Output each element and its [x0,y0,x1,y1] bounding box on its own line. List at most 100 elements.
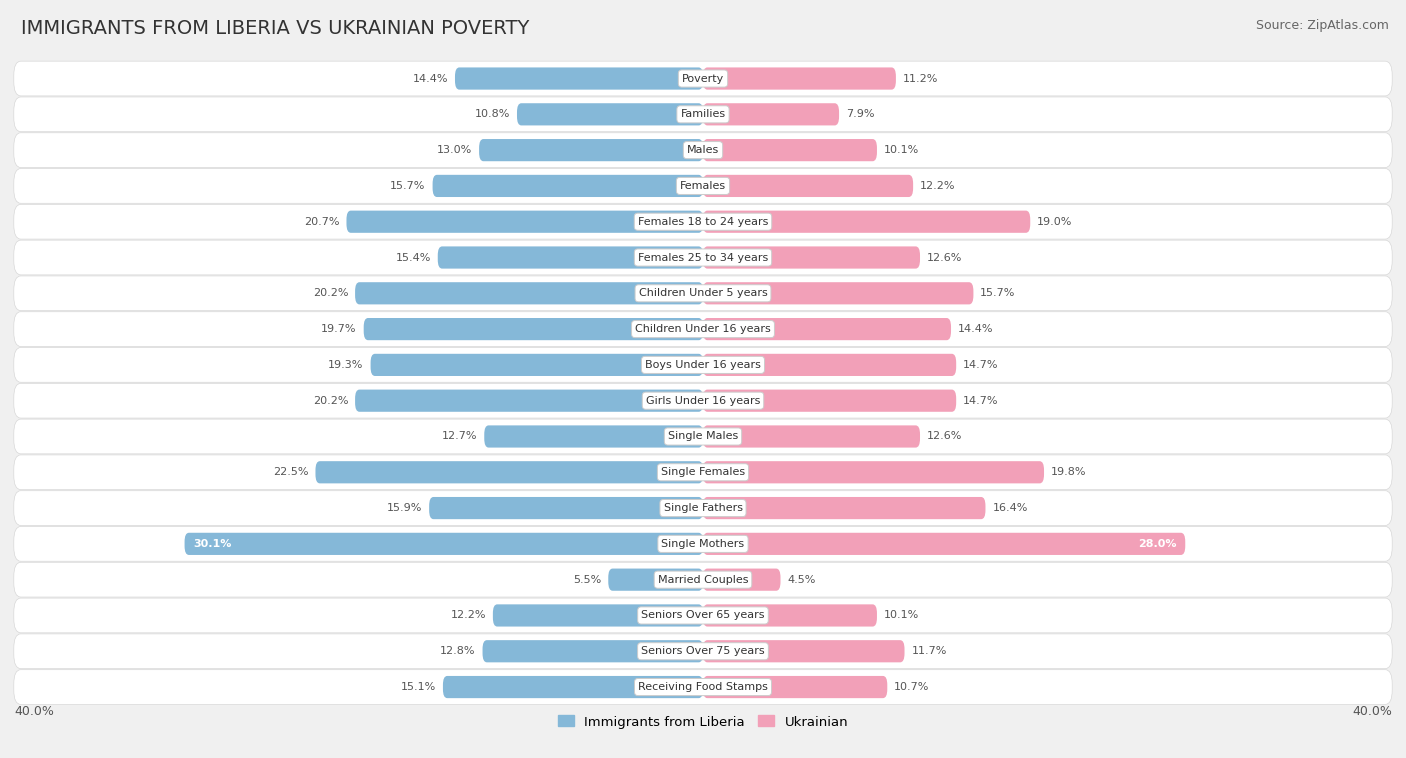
FancyBboxPatch shape [456,67,703,89]
FancyBboxPatch shape [703,533,1185,555]
Text: 12.2%: 12.2% [920,181,956,191]
Text: 20.7%: 20.7% [304,217,340,227]
FancyBboxPatch shape [14,634,1392,669]
Text: 19.7%: 19.7% [322,324,357,334]
FancyBboxPatch shape [315,461,703,484]
FancyBboxPatch shape [14,240,1392,275]
Text: 16.4%: 16.4% [993,503,1028,513]
Text: 22.5%: 22.5% [273,467,308,478]
Text: 20.2%: 20.2% [312,396,349,406]
FancyBboxPatch shape [364,318,703,340]
FancyBboxPatch shape [14,312,1392,346]
Text: 12.6%: 12.6% [927,431,962,441]
Text: 12.8%: 12.8% [440,647,475,656]
Text: 12.7%: 12.7% [441,431,478,441]
Text: 20.2%: 20.2% [312,288,349,299]
FancyBboxPatch shape [14,419,1392,454]
FancyBboxPatch shape [14,669,1392,704]
FancyBboxPatch shape [703,604,877,627]
FancyBboxPatch shape [703,211,1031,233]
Text: 40.0%: 40.0% [1353,705,1392,718]
Text: Single Males: Single Males [668,431,738,441]
FancyBboxPatch shape [14,205,1392,239]
FancyBboxPatch shape [14,133,1392,168]
Text: Receiving Food Stamps: Receiving Food Stamps [638,682,768,692]
FancyBboxPatch shape [14,490,1392,525]
Text: 19.3%: 19.3% [329,360,364,370]
Text: 15.7%: 15.7% [391,181,426,191]
Text: Boys Under 16 years: Boys Under 16 years [645,360,761,370]
Text: Married Couples: Married Couples [658,575,748,584]
Text: 14.7%: 14.7% [963,396,998,406]
Text: 14.7%: 14.7% [963,360,998,370]
Text: Females 25 to 34 years: Females 25 to 34 years [638,252,768,262]
Text: Females 18 to 24 years: Females 18 to 24 years [638,217,768,227]
FancyBboxPatch shape [703,67,896,89]
FancyBboxPatch shape [14,168,1392,203]
Text: 13.0%: 13.0% [437,145,472,155]
Text: 40.0%: 40.0% [14,705,53,718]
Text: 7.9%: 7.9% [846,109,875,119]
FancyBboxPatch shape [356,282,703,305]
Text: Single Fathers: Single Fathers [664,503,742,513]
Text: 10.8%: 10.8% [475,109,510,119]
FancyBboxPatch shape [703,390,956,412]
Text: Females: Females [681,181,725,191]
FancyBboxPatch shape [703,641,904,662]
FancyBboxPatch shape [14,384,1392,418]
FancyBboxPatch shape [703,354,956,376]
Text: Children Under 16 years: Children Under 16 years [636,324,770,334]
FancyBboxPatch shape [494,604,703,627]
FancyBboxPatch shape [14,527,1392,561]
FancyBboxPatch shape [433,175,703,197]
FancyBboxPatch shape [703,318,950,340]
FancyBboxPatch shape [14,61,1392,96]
FancyBboxPatch shape [14,562,1392,597]
FancyBboxPatch shape [703,103,839,125]
Text: 14.4%: 14.4% [957,324,994,334]
Text: IMMIGRANTS FROM LIBERIA VS UKRAINIAN POVERTY: IMMIGRANTS FROM LIBERIA VS UKRAINIAN POV… [21,19,530,38]
FancyBboxPatch shape [703,568,780,590]
FancyBboxPatch shape [703,139,877,161]
Text: Seniors Over 65 years: Seniors Over 65 years [641,610,765,621]
FancyBboxPatch shape [346,211,703,233]
FancyBboxPatch shape [703,497,986,519]
Text: 12.2%: 12.2% [450,610,486,621]
FancyBboxPatch shape [479,139,703,161]
FancyBboxPatch shape [356,390,703,412]
FancyBboxPatch shape [184,533,703,555]
Text: Seniors Over 75 years: Seniors Over 75 years [641,647,765,656]
FancyBboxPatch shape [484,425,703,447]
FancyBboxPatch shape [14,455,1392,490]
Text: 15.4%: 15.4% [395,252,430,262]
Text: 15.9%: 15.9% [387,503,422,513]
FancyBboxPatch shape [14,97,1392,132]
Text: 15.1%: 15.1% [401,682,436,692]
FancyBboxPatch shape [703,246,920,268]
Text: 28.0%: 28.0% [1137,539,1177,549]
Text: Source: ZipAtlas.com: Source: ZipAtlas.com [1256,19,1389,32]
FancyBboxPatch shape [14,598,1392,633]
Text: Girls Under 16 years: Girls Under 16 years [645,396,761,406]
Text: 19.8%: 19.8% [1050,467,1087,478]
Text: 30.1%: 30.1% [193,539,232,549]
FancyBboxPatch shape [703,461,1045,484]
FancyBboxPatch shape [703,676,887,698]
FancyBboxPatch shape [429,497,703,519]
Text: 11.2%: 11.2% [903,74,938,83]
Text: Single Mothers: Single Mothers [661,539,745,549]
Text: Single Females: Single Females [661,467,745,478]
FancyBboxPatch shape [703,425,920,447]
Legend: Immigrants from Liberia, Ukrainian: Immigrants from Liberia, Ukrainian [553,710,853,734]
Text: 10.1%: 10.1% [884,145,920,155]
FancyBboxPatch shape [371,354,703,376]
Text: Poverty: Poverty [682,74,724,83]
Text: 11.7%: 11.7% [911,647,946,656]
FancyBboxPatch shape [437,246,703,268]
Text: 4.5%: 4.5% [787,575,815,584]
FancyBboxPatch shape [14,347,1392,382]
Text: 19.0%: 19.0% [1038,217,1073,227]
Text: Children Under 5 years: Children Under 5 years [638,288,768,299]
Text: 5.5%: 5.5% [574,575,602,584]
FancyBboxPatch shape [609,568,703,590]
